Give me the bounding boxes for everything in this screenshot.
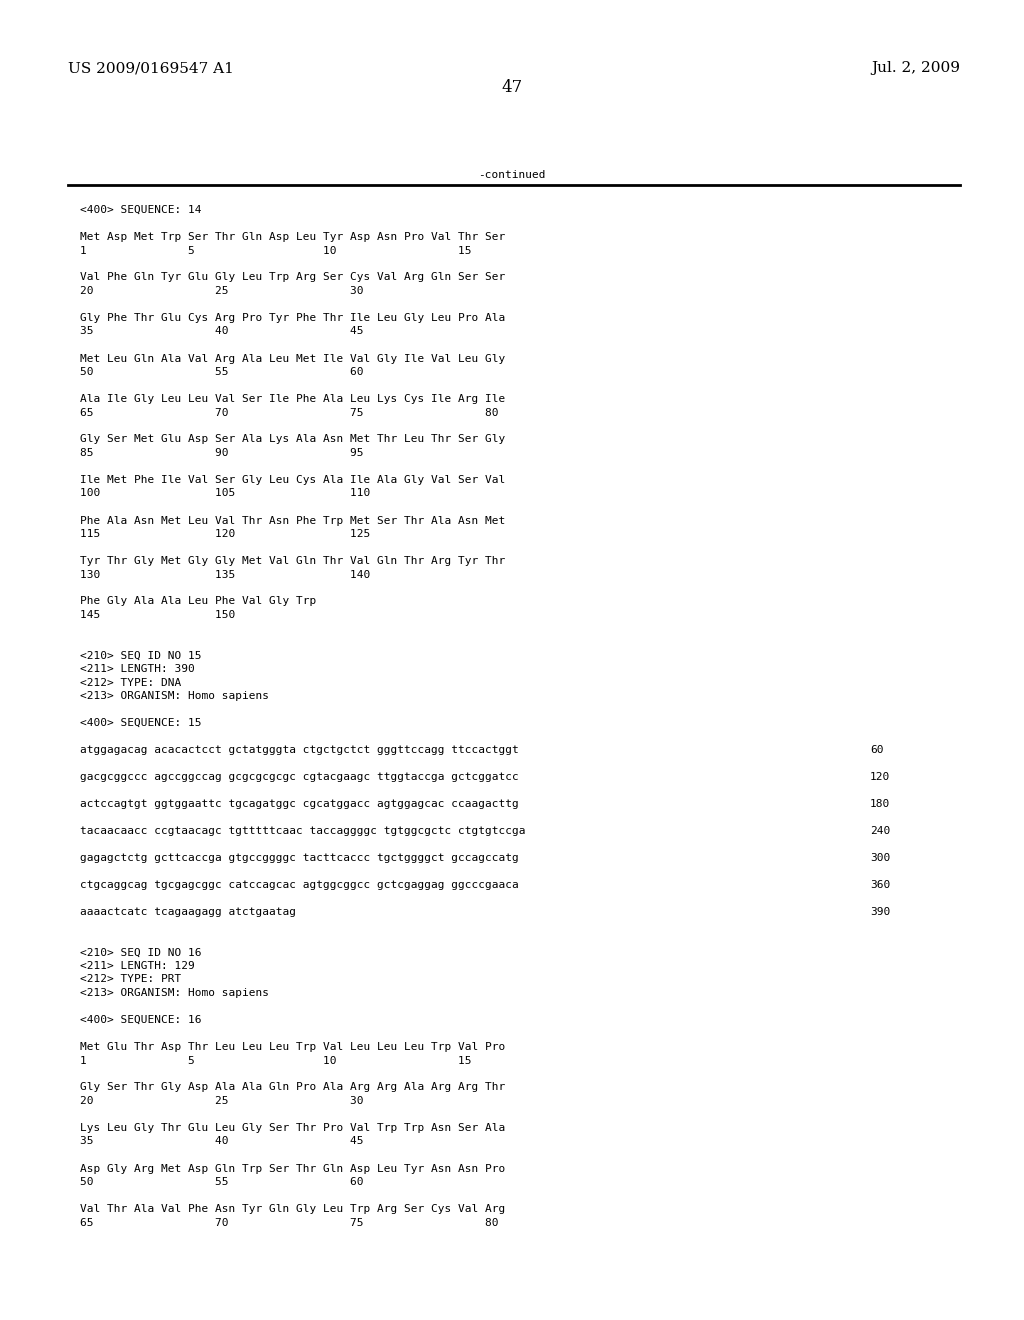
Text: <400> SEQUENCE: 16: <400> SEQUENCE: 16 — [80, 1015, 202, 1026]
Text: 65                  70                  75                  80: 65 70 75 80 — [80, 408, 499, 417]
Text: gacgcggccc agccggccag gcgcgcgcgc cgtacgaagc ttggtaccga gctcggatcc: gacgcggccc agccggccag gcgcgcgcgc cgtacga… — [80, 772, 519, 781]
Text: 1               5                   10                  15: 1 5 10 15 — [80, 1056, 471, 1065]
Text: 130                 135                 140: 130 135 140 — [80, 569, 371, 579]
Text: gagagctctg gcttcaccga gtgccggggc tacttcaccc tgctggggct gccagccatg: gagagctctg gcttcaccga gtgccggggc tacttca… — [80, 853, 519, 863]
Text: Ala Ile Gly Leu Leu Val Ser Ile Phe Ala Leu Lys Cys Ile Arg Ile: Ala Ile Gly Leu Leu Val Ser Ile Phe Ala … — [80, 393, 505, 404]
Text: 35                  40                  45: 35 40 45 — [80, 326, 364, 337]
Text: 50                  55                  60: 50 55 60 — [80, 367, 364, 378]
Text: <400> SEQUENCE: 14: <400> SEQUENCE: 14 — [80, 205, 202, 215]
Text: US 2009/0169547 A1: US 2009/0169547 A1 — [68, 61, 233, 75]
Text: Jul. 2, 2009: Jul. 2, 2009 — [871, 61, 961, 75]
Text: 120: 120 — [870, 772, 890, 781]
Text: 240: 240 — [870, 826, 890, 836]
Text: <213> ORGANISM: Homo sapiens: <213> ORGANISM: Homo sapiens — [80, 690, 269, 701]
Text: Ile Met Phe Ile Val Ser Gly Leu Cys Ala Ile Ala Gly Val Ser Val: Ile Met Phe Ile Val Ser Gly Leu Cys Ala … — [80, 475, 505, 484]
Text: 20                  25                  30: 20 25 30 — [80, 286, 364, 296]
Text: Val Thr Ala Val Phe Asn Tyr Gln Gly Leu Trp Arg Ser Cys Val Arg: Val Thr Ala Val Phe Asn Tyr Gln Gly Leu … — [80, 1204, 505, 1214]
Text: Gly Ser Thr Gly Asp Ala Ala Gln Pro Ala Arg Arg Ala Arg Arg Thr: Gly Ser Thr Gly Asp Ala Ala Gln Pro Ala … — [80, 1082, 505, 1093]
Text: 1               5                   10                  15: 1 5 10 15 — [80, 246, 471, 256]
Text: 180: 180 — [870, 799, 890, 809]
Text: 60: 60 — [870, 744, 884, 755]
Text: Phe Gly Ala Ala Leu Phe Val Gly Trp: Phe Gly Ala Ala Leu Phe Val Gly Trp — [80, 597, 316, 606]
Text: Asp Gly Arg Met Asp Gln Trp Ser Thr Gln Asp Leu Tyr Asn Asn Pro: Asp Gly Arg Met Asp Gln Trp Ser Thr Gln … — [80, 1163, 505, 1173]
Text: Phe Ala Asn Met Leu Val Thr Asn Phe Trp Met Ser Thr Ala Asn Met: Phe Ala Asn Met Leu Val Thr Asn Phe Trp … — [80, 516, 505, 525]
Text: 35                  40                  45: 35 40 45 — [80, 1137, 364, 1147]
Text: Lys Leu Gly Thr Glu Leu Gly Ser Thr Pro Val Trp Trp Asn Ser Ala: Lys Leu Gly Thr Glu Leu Gly Ser Thr Pro … — [80, 1123, 505, 1133]
Text: 390: 390 — [870, 907, 890, 917]
Text: actccagtgt ggtggaattc tgcagatggc cgcatggacc agtggagcac ccaagacttg: actccagtgt ggtggaattc tgcagatggc cgcatgg… — [80, 799, 519, 809]
Text: 115                 120                 125: 115 120 125 — [80, 529, 371, 539]
Text: ctgcaggcag tgcgagcggc catccagcac agtggcggcc gctcgaggag ggcccgaaca: ctgcaggcag tgcgagcggc catccagcac agtggcg… — [80, 880, 519, 890]
Text: <211> LENGTH: 129: <211> LENGTH: 129 — [80, 961, 195, 972]
Text: 300: 300 — [870, 853, 890, 863]
Text: Tyr Thr Gly Met Gly Gly Met Val Gln Thr Val Gln Thr Arg Tyr Thr: Tyr Thr Gly Met Gly Gly Met Val Gln Thr … — [80, 556, 505, 566]
Text: 47: 47 — [502, 79, 522, 96]
Text: -continued: -continued — [478, 170, 546, 180]
Text: Val Phe Gln Tyr Glu Gly Leu Trp Arg Ser Cys Val Arg Gln Ser Ser: Val Phe Gln Tyr Glu Gly Leu Trp Arg Ser … — [80, 272, 505, 282]
Text: 50                  55                  60: 50 55 60 — [80, 1177, 364, 1187]
Text: Met Asp Met Trp Ser Thr Gln Asp Leu Tyr Asp Asn Pro Val Thr Ser: Met Asp Met Trp Ser Thr Gln Asp Leu Tyr … — [80, 232, 505, 242]
Text: <213> ORGANISM: Homo sapiens: <213> ORGANISM: Homo sapiens — [80, 987, 269, 998]
Text: <212> TYPE: DNA: <212> TYPE: DNA — [80, 677, 181, 688]
Text: <210> SEQ ID NO 16: <210> SEQ ID NO 16 — [80, 948, 202, 957]
Text: <212> TYPE: PRT: <212> TYPE: PRT — [80, 974, 181, 985]
Text: Gly Phe Thr Glu Cys Arg Pro Tyr Phe Thr Ile Leu Gly Leu Pro Ala: Gly Phe Thr Glu Cys Arg Pro Tyr Phe Thr … — [80, 313, 505, 323]
Text: tacaacaacc ccgtaacagc tgtttttcaac taccaggggc tgtggcgctc ctgtgtccga: tacaacaacc ccgtaacagc tgtttttcaac taccag… — [80, 826, 525, 836]
Text: <400> SEQUENCE: 15: <400> SEQUENCE: 15 — [80, 718, 202, 729]
Text: Gly Ser Met Glu Asp Ser Ala Lys Ala Asn Met Thr Leu Thr Ser Gly: Gly Ser Met Glu Asp Ser Ala Lys Ala Asn … — [80, 434, 505, 445]
Text: atggagacag acacactcct gctatgggta ctgctgctct gggttccagg ttccactggt: atggagacag acacactcct gctatgggta ctgctgc… — [80, 744, 519, 755]
Text: 360: 360 — [870, 880, 890, 890]
Text: 65                  70                  75                  80: 65 70 75 80 — [80, 1217, 499, 1228]
Text: 20                  25                  30: 20 25 30 — [80, 1096, 364, 1106]
Text: Met Leu Gln Ala Val Arg Ala Leu Met Ile Val Gly Ile Val Leu Gly: Met Leu Gln Ala Val Arg Ala Leu Met Ile … — [80, 354, 505, 363]
Text: Met Glu Thr Asp Thr Leu Leu Leu Trp Val Leu Leu Leu Trp Val Pro: Met Glu Thr Asp Thr Leu Leu Leu Trp Val … — [80, 1041, 505, 1052]
Text: 145                 150: 145 150 — [80, 610, 236, 620]
Text: aaaactcatc tcagaagagg atctgaatag: aaaactcatc tcagaagagg atctgaatag — [80, 907, 296, 917]
Text: 85                  90                  95: 85 90 95 — [80, 447, 364, 458]
Text: <210> SEQ ID NO 15: <210> SEQ ID NO 15 — [80, 651, 202, 660]
Text: 100                 105                 110: 100 105 110 — [80, 488, 371, 499]
Text: <211> LENGTH: 390: <211> LENGTH: 390 — [80, 664, 195, 675]
